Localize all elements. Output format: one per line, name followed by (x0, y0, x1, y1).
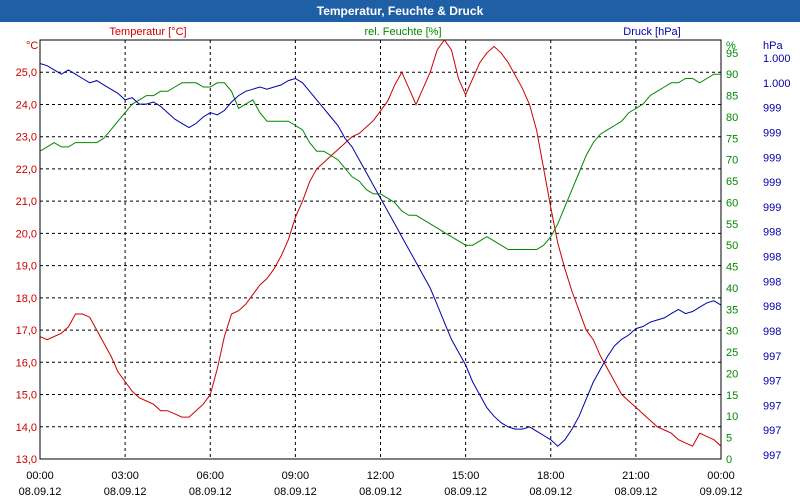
temp-tick-label: 20,0 (16, 228, 37, 240)
x-tick-date: 08.09.12 (274, 486, 317, 498)
press-tick-label: 997 (763, 400, 781, 412)
press-tick-label: 1.000 (763, 78, 791, 90)
hum-tick-label: 30 (726, 326, 738, 338)
x-tick-date: 08.09.12 (104, 486, 147, 498)
press-tick-label: 998 (763, 252, 781, 264)
x-tick-date: 08.09.12 (359, 486, 402, 498)
hum-axis-unit: % (726, 40, 736, 52)
press-tick-label: 999 (763, 177, 781, 189)
press-tick-label: 1.000 (763, 53, 791, 65)
x-tick-time: 21:00 (622, 470, 650, 482)
hum-tick-label: 35 (726, 304, 738, 316)
series-line-hum (39, 73, 721, 250)
temp-tick-label: 17,0 (16, 325, 37, 337)
hum-tick-label: 80 (726, 112, 738, 124)
press-tick-label: 999 (763, 103, 781, 115)
temp-tick-label: 14,0 (16, 422, 37, 434)
x-tick-date: 08.09.12 (189, 486, 232, 498)
temp-tick-label: 25,0 (16, 67, 37, 79)
x-tick-time: 03:00 (111, 470, 139, 482)
x-tick-time: 00:00 (707, 470, 735, 482)
hum-tick-label: 75 (726, 133, 738, 145)
hum-tick-label: 45 (726, 262, 738, 274)
hum-tick-label: 55 (726, 219, 738, 231)
x-ticks: 00:00 08.09.12 03:00 08.09.12 06:00 08.09.12 0… (19, 470, 743, 498)
temp-tick-label: 13,0 (16, 454, 37, 466)
temp-tick-label: 15,0 (16, 390, 37, 402)
temp-axis-label: Temperatur [°C] (109, 26, 186, 38)
hum-tick-label: 25 (726, 347, 738, 359)
press-tick-label: 998 (763, 276, 781, 288)
temp-tick-label: 16,0 (16, 357, 37, 369)
temp-axis-unit: °C (26, 40, 38, 52)
series-lines (39, 39, 722, 447)
hum-axis-label: rel. Feuchte [%] (364, 26, 441, 38)
x-tick-date: 08.09.12 (19, 486, 62, 498)
press-tick-label: 999 (763, 202, 781, 214)
hum-tick-label: 60 (726, 197, 738, 209)
temp-ticks: 13,0 14,0 15,0 16,0 17,0 18,0 19,0 20,0 21,0 22,0… (16, 67, 37, 466)
hum-tick-label: 5 (726, 433, 732, 445)
x-tick-time: 15:00 (452, 470, 480, 482)
temp-tick-label: 18,0 (16, 293, 37, 305)
hum-ticks: 0 5 10 15 20 25 30 35 40 45 50 55 60 65 70 75 80 85 90 95 (726, 48, 738, 466)
x-tick-date: 08.09.12 (614, 486, 657, 498)
temp-tick-label: 19,0 (16, 261, 37, 273)
window-title: Temperatur, Feuchte & Druck (0, 0, 800, 22)
x-tick-date: 08.09.12 (529, 486, 572, 498)
temp-tick-label: 23,0 (16, 132, 37, 144)
press-axis-unit: hPa (763, 40, 783, 52)
series-line-temp (39, 39, 722, 447)
x-tick-time: 12:00 (367, 470, 395, 482)
press-axis-label: Druck [hPa] (623, 26, 680, 38)
hum-tick-label: 65 (726, 176, 738, 188)
temp-tick-label: 24,0 (16, 99, 37, 111)
temp-tick-label: 22,0 (16, 164, 37, 176)
press-tick-label: 997 (763, 450, 781, 462)
hum-tick-label: 90 (726, 69, 738, 81)
x-tick-time: 09:00 (282, 470, 310, 482)
press-tick-label: 999 (763, 127, 781, 139)
x-tick-date: 08.09.12 (444, 486, 487, 498)
series-line-press (39, 63, 722, 447)
x-tick-time: 06:00 (196, 470, 224, 482)
hum-tick-label: 95 (726, 48, 738, 60)
press-tick-label: 998 (763, 301, 781, 313)
press-tick-label: 998 (763, 326, 781, 338)
hum-tick-label: 15 (726, 390, 738, 402)
x-tick-time: 00:00 (26, 470, 54, 482)
hum-tick-label: 20 (726, 368, 738, 380)
temp-tick-label: 21,0 (16, 196, 37, 208)
hum-tick-label: 50 (726, 240, 738, 252)
hum-tick-label: 85 (726, 91, 738, 103)
hum-tick-label: 40 (726, 283, 738, 295)
hum-tick-label: 0 (726, 454, 732, 466)
press-ticks: 997 997 997 997 997 998 998 998 998 998 999 999 999 9… (763, 53, 791, 462)
press-tick-label: 998 (763, 227, 781, 239)
x-tick-time: 18:00 (537, 470, 565, 482)
press-tick-label: 999 (763, 152, 781, 164)
press-tick-label: 997 (763, 351, 781, 363)
press-tick-label: 997 (763, 425, 781, 437)
hum-tick-label: 10 (726, 411, 738, 423)
plot-area-frame (39, 39, 722, 460)
hum-tick-label: 70 (726, 155, 738, 167)
x-tick-date: 09.09.12 (700, 486, 743, 498)
press-tick-label: 997 (763, 376, 781, 388)
